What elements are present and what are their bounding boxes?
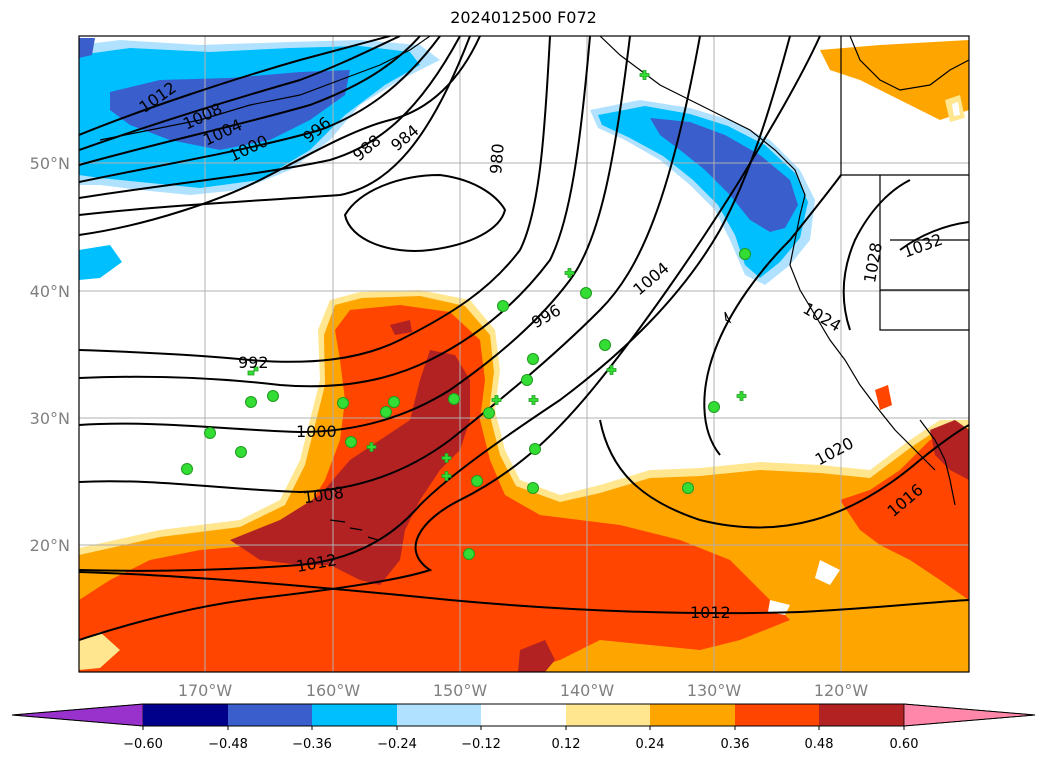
station-marker xyxy=(448,393,460,405)
colorbar-segment xyxy=(735,704,819,726)
station-marker xyxy=(463,548,475,560)
lon-label-160w: 160°W xyxy=(306,681,361,700)
isobar-label: 992 xyxy=(238,353,269,372)
colorbar-segment xyxy=(819,704,904,726)
colorbar-tick-label: −0.60 xyxy=(123,737,163,752)
colorbar-tick-label: −0.48 xyxy=(208,737,248,752)
colorbar-tick-label: 0.60 xyxy=(890,737,919,752)
lat-label-50n: 50°N xyxy=(30,154,70,173)
station-marker xyxy=(497,300,509,312)
longitude-labels: 170°W 160°W 150°W 140°W 130°W 120°W xyxy=(178,681,869,700)
colorbar-segment xyxy=(566,704,650,726)
station-marker xyxy=(181,463,193,475)
lon-label-130w: 130°W xyxy=(687,681,742,700)
isobar-label: 1012 xyxy=(690,603,731,622)
station-marker xyxy=(245,396,257,408)
station-marker xyxy=(388,396,400,408)
colorbar-tick-label: 0.36 xyxy=(721,737,750,752)
station-marker xyxy=(599,339,611,351)
positive-anomaly-subtropics xyxy=(79,40,969,672)
lon-label-140w: 140°W xyxy=(560,681,615,700)
station-marker xyxy=(739,248,751,260)
station-marker xyxy=(345,436,357,448)
map-area: 1012 1008 1004 1000 996 988 984 980 1004… xyxy=(79,36,969,672)
colorbar-tick-label: 0.12 xyxy=(552,737,581,752)
colorbar-tick-label: 0.48 xyxy=(805,737,834,752)
map-title: 2024012500 F072 xyxy=(450,8,597,27)
lat-label-40n: 40°N xyxy=(30,282,70,301)
lon-label-150w: 150°W xyxy=(433,681,488,700)
observation-cross-markers xyxy=(247,70,747,481)
colorbar-segment xyxy=(650,704,735,726)
station-marker xyxy=(204,427,216,439)
station-marker xyxy=(708,401,720,413)
lon-label-170w: 170°W xyxy=(178,681,233,700)
graticule xyxy=(79,36,969,672)
station-marker xyxy=(235,446,247,458)
lon-label-120w: 120°W xyxy=(814,681,869,700)
colorbar-segment xyxy=(312,704,397,726)
station-marker xyxy=(527,482,539,494)
observation-markers xyxy=(181,248,751,560)
lat-label-30n: 30°N xyxy=(30,409,70,428)
colorbar-tick-label: −0.12 xyxy=(461,737,501,752)
colorbar-segment xyxy=(143,704,228,726)
colorbar-segment xyxy=(481,704,566,726)
latitude-labels: 50°N 40°N 30°N 20°N xyxy=(30,154,70,555)
colorbar-tick-label: 0.24 xyxy=(636,737,665,752)
isobars xyxy=(79,36,969,641)
station-marker xyxy=(682,482,694,494)
lat-label-20n: 20°N xyxy=(30,536,70,555)
colorbar-segment xyxy=(228,704,312,726)
isobar-label: 1000 xyxy=(296,422,337,441)
colorbar-segment xyxy=(397,704,481,726)
colorbar: −0.60 −0.48 −0.36 −0.24 −0.12 0.12 0.24 … xyxy=(11,703,1036,752)
colorbar-tick-label: −0.36 xyxy=(292,737,332,752)
colorbar-extend-max xyxy=(903,703,1036,727)
station-marker xyxy=(380,406,392,418)
colorbar-extend-min xyxy=(11,703,144,727)
isobar-label: 980 xyxy=(486,143,508,175)
station-marker xyxy=(471,475,483,487)
station-marker xyxy=(521,374,533,386)
station-marker xyxy=(527,353,539,365)
colorbar-tick-label: −0.24 xyxy=(377,737,417,752)
station-marker xyxy=(529,443,541,455)
station-marker xyxy=(337,397,349,409)
station-marker xyxy=(267,390,279,402)
station-marker xyxy=(580,287,592,299)
map-frame xyxy=(78,35,970,673)
station-marker xyxy=(483,407,495,419)
